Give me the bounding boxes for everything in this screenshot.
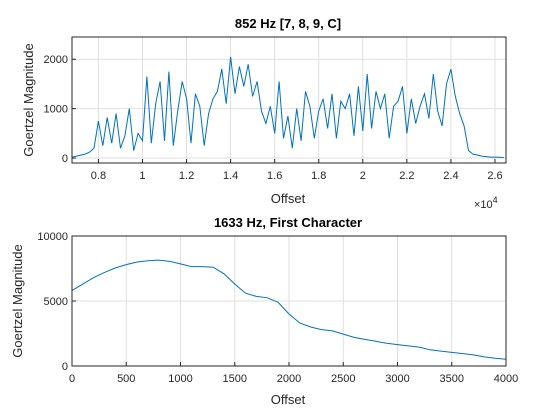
top-x-tick-label: 1.8 <box>311 170 326 182</box>
bottom-x-axis-label: Offset <box>271 392 306 407</box>
bottom-x-tick-label: 3500 <box>440 373 464 385</box>
top-y-tick-label: 2000 <box>44 54 68 66</box>
top-chart-title: 852 Hz [7, 8, 9, C] <box>235 16 341 31</box>
top-axes: 852 Hz [7, 8, 9, C] 0.8 1 1.2 1.4 1.6 1.8 2 2.2… <box>21 16 506 211</box>
top-y-tick-label: 0 <box>62 153 68 165</box>
top-axes-frame <box>72 37 506 163</box>
bottom-x-tick-label: 4000 <box>494 373 518 385</box>
top-x-tick-label: 2.6 <box>487 170 502 182</box>
bottom-x-tick-label: 2000 <box>277 373 301 385</box>
bottom-y-tick-label: 5000 <box>44 296 68 308</box>
bottom-y-axis-label: Goertzel Magnitude <box>10 244 25 357</box>
top-x-tick-label: 2.2 <box>399 170 414 182</box>
bottom-x-tick-label: 1500 <box>223 373 247 385</box>
bottom-chart-title: 1633 Hz, First Character <box>214 215 362 230</box>
top-x-tick-label: 1.6 <box>267 170 282 182</box>
top-x-tick-label: 1.4 <box>223 170 238 182</box>
bottom-x-tick-label: 0 <box>69 373 75 385</box>
top-x-exponent: ×104 <box>474 195 498 211</box>
bottom-y-tick-label: 0 <box>62 361 68 373</box>
top-x-axis-label: Offset <box>271 191 306 206</box>
top-x-tick-label: 0.8 <box>91 170 106 182</box>
top-y-tick-label: 1000 <box>44 104 68 116</box>
top-series-line <box>72 57 504 158</box>
bottom-x-tick-label: 500 <box>117 373 135 385</box>
top-y-axis-label: Goertzel Magnitude <box>21 43 36 156</box>
top-x-tick-label: 1.2 <box>179 170 194 182</box>
bottom-x-tick-label: 3000 <box>385 373 409 385</box>
bottom-axes: 1633 Hz, First Character 0 500 1000 1500 200… <box>10 215 518 407</box>
top-x-tick-label: 1 <box>139 170 145 182</box>
bottom-y-tick-label: 10000 <box>37 231 68 243</box>
top-x-tick-label: 2 <box>360 170 366 182</box>
bottom-x-tick-label: 2500 <box>331 373 355 385</box>
top-x-tick-label: 2.4 <box>443 170 458 182</box>
bottom-x-tick-label: 1000 <box>168 373 192 385</box>
